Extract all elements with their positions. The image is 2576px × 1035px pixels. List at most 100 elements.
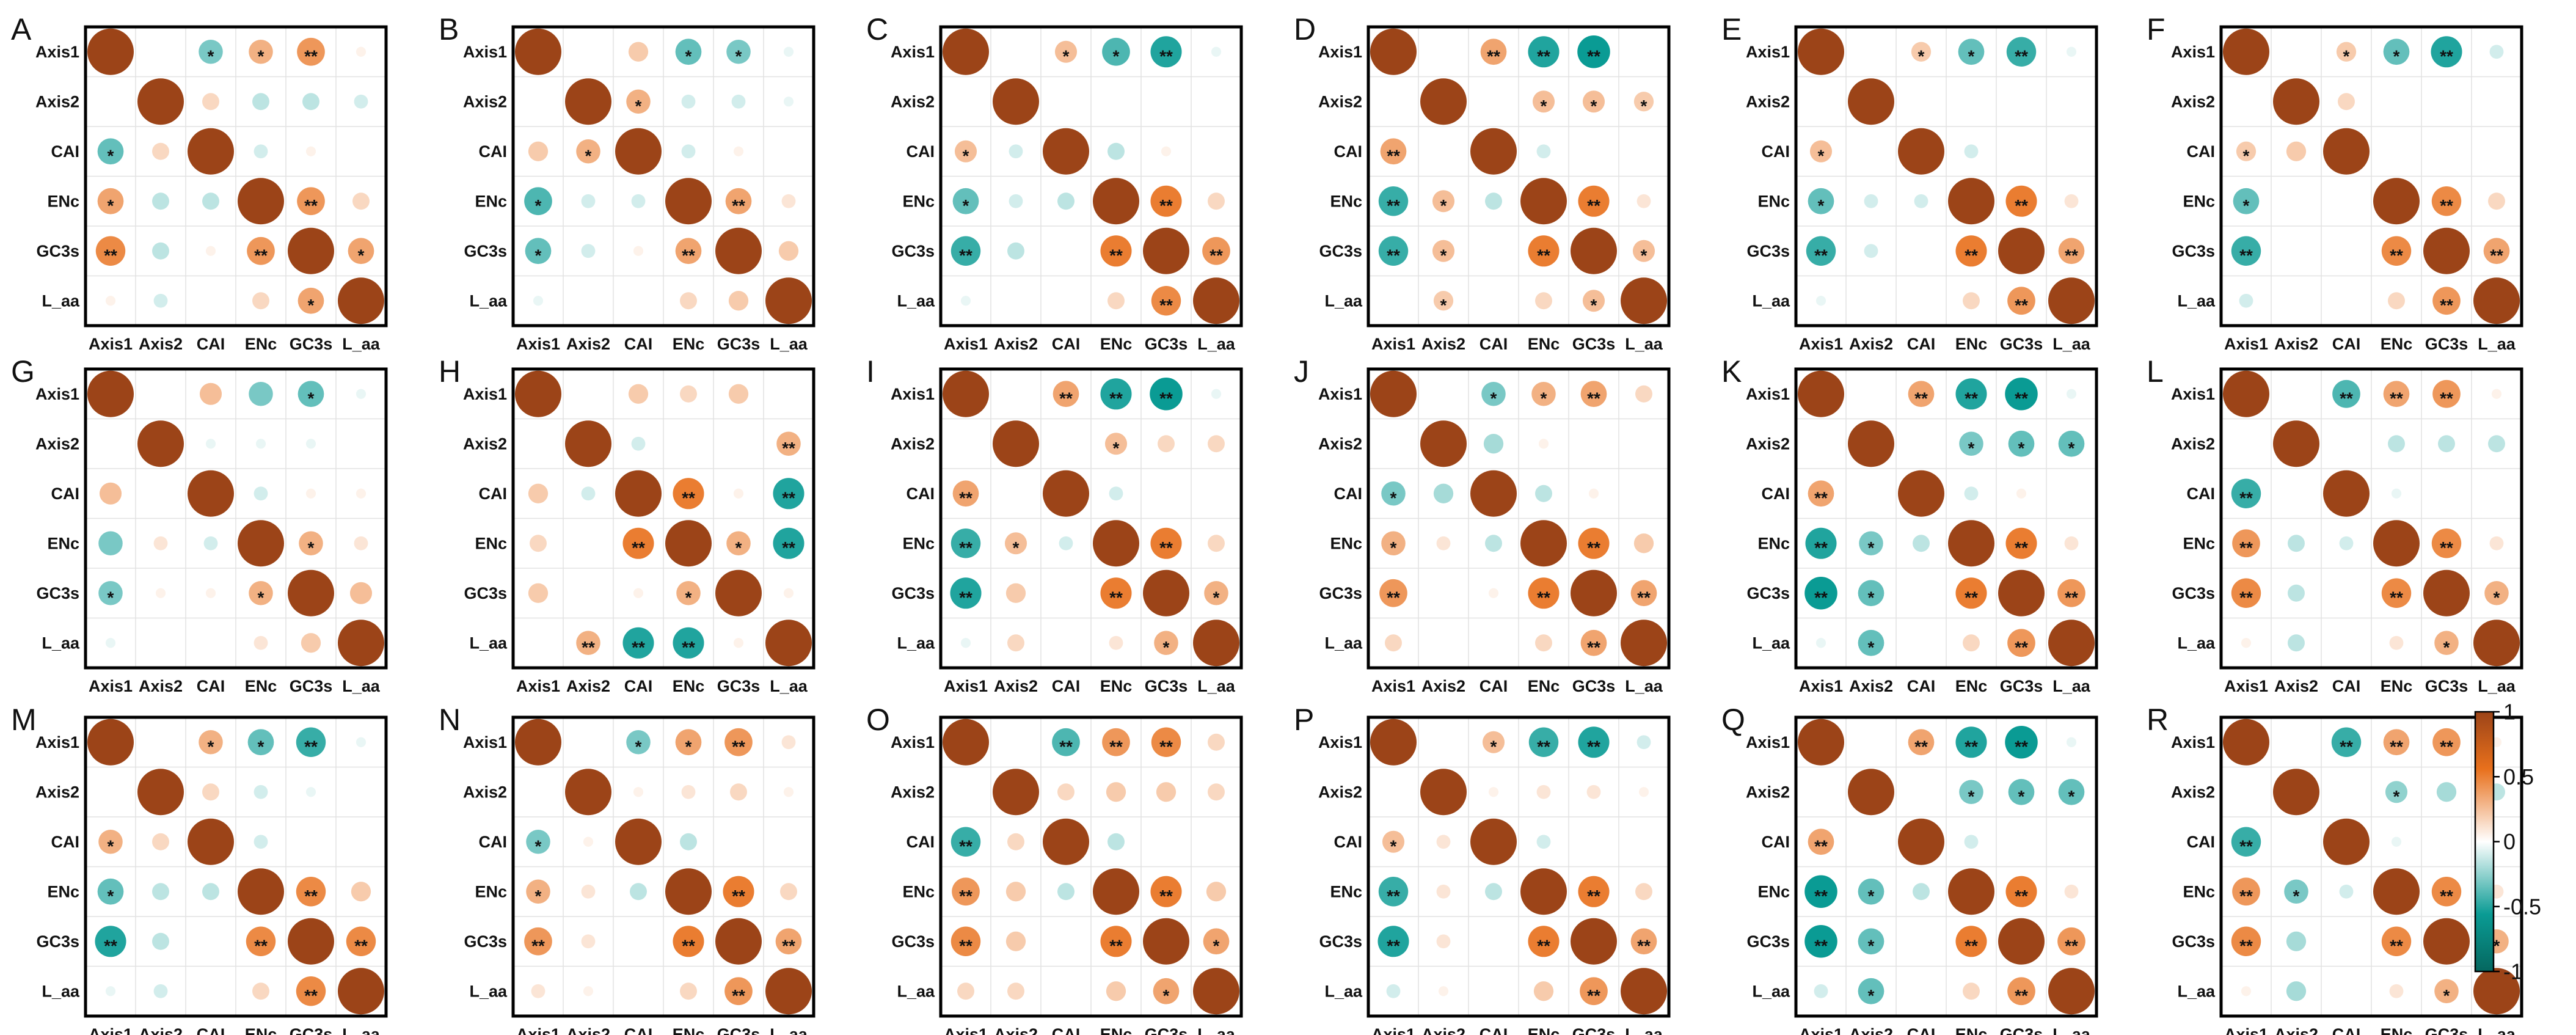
corr-circle [2006, 37, 2037, 67]
row-label: ENc [1757, 192, 1790, 210]
corr-circle [1948, 868, 1994, 915]
corr-circle [1958, 38, 1985, 65]
col-label: GC3s [2425, 677, 2468, 695]
row-label: ENc [475, 192, 507, 210]
row-label: L_aa [469, 982, 508, 1000]
corr-circle [105, 638, 116, 648]
corr-circle [297, 287, 324, 314]
corr-circle [2391, 836, 2402, 847]
significance-mark: * [635, 97, 642, 115]
significance-mark: * [1163, 986, 1170, 1005]
row-label: GC3s [1319, 584, 1362, 602]
col-label: ENc [2381, 335, 2413, 353]
significance-mark: ** [1965, 936, 1978, 955]
row-label: Axis2 [463, 434, 507, 453]
corr-circle [188, 470, 234, 517]
significance-mark: ** [2239, 538, 2253, 557]
significance-mark: ** [2239, 246, 2253, 265]
corr-circle [97, 188, 124, 214]
corr-circle [1586, 784, 1601, 799]
corr-circle [2007, 287, 2035, 315]
corr-circle [786, 391, 792, 397]
panel-f: F* * **** **** ** ****Axis1Axis1Axis2Axis2CAI… [2147, 12, 2523, 353]
corr-circle [97, 138, 124, 165]
corr-circle [1370, 719, 1417, 766]
row-label: L_aa [2177, 982, 2216, 1000]
corr-circle [581, 934, 596, 949]
corr-circle [288, 227, 334, 274]
row-label: ENc [2183, 882, 2215, 901]
corr-circle [2494, 148, 2500, 155]
significance-mark: ** [632, 638, 645, 657]
corr-circle [585, 540, 591, 546]
row-label: GC3s [464, 932, 507, 951]
corr-circle [765, 620, 812, 667]
col-label: GC3s [290, 1025, 333, 1035]
corr-circle [2048, 968, 2095, 1015]
col-label: ENc [1528, 1025, 1560, 1035]
row-label: ENc [902, 882, 935, 901]
row-label: GC3s [891, 242, 935, 260]
corr-circle [1208, 192, 1225, 210]
corr-circle [2231, 827, 2261, 857]
corr-circle [108, 98, 114, 104]
corr-circle [2231, 578, 2261, 608]
corr-circle [297, 37, 325, 66]
corr-circle [1483, 434, 1504, 454]
corr-circle [1063, 441, 1069, 447]
corr-circle [2438, 435, 2455, 453]
corr-circle [1005, 583, 1026, 603]
panel-m: M* * **** **** ** ****Axis1Axis1Axis2Axis2CAI… [11, 703, 388, 1035]
corr-circle [1107, 833, 1125, 850]
corr-circle [1913, 883, 1930, 901]
row-label: L_aa [1324, 982, 1363, 1000]
col-label: L_aa [342, 335, 381, 353]
corr-circle [2343, 640, 2349, 646]
corr-circle [1204, 580, 1228, 605]
corr-circle [2489, 45, 2504, 59]
row-label: CAI [1334, 833, 1363, 851]
corr-circle [1420, 769, 1467, 816]
significance-mark: ** [2440, 389, 2453, 408]
corr-circle [302, 93, 319, 111]
col-label: ENc [1100, 677, 1133, 695]
corr-circle [1520, 178, 1567, 225]
corr-circle [535, 789, 541, 795]
corr-circle [1206, 882, 1227, 902]
row-label: Axis2 [891, 434, 935, 453]
corr-circle [1868, 298, 1874, 304]
col-label: Axis2 [139, 335, 183, 353]
corr-circle [515, 370, 561, 417]
corr-circle [87, 719, 134, 766]
significance-mark: ** [1159, 887, 1173, 905]
col-label: Axis2 [994, 335, 1038, 353]
row-label: CAI [51, 833, 80, 851]
row-label: L_aa [2177, 291, 2216, 310]
significance-mark: * [308, 296, 315, 315]
row-label: CAI [1334, 142, 1363, 161]
corr-circle [2064, 194, 2079, 208]
corr-circle [1914, 194, 1928, 208]
significance-mark: ** [2065, 246, 2078, 265]
corr-circle [715, 918, 762, 965]
significance-mark: ** [254, 936, 268, 955]
corr-circle [2293, 839, 2299, 845]
corr-circle [1100, 378, 1132, 410]
corr-circle [2434, 979, 2459, 1004]
panel-i: I** ** ******* * **** ** **Axis1Axis1Axis2Axis… [866, 354, 1243, 695]
row-label: L_aa [42, 291, 80, 310]
col-label: Axis1 [516, 335, 560, 353]
corr-circle [155, 588, 166, 598]
significance-mark: * [1440, 246, 1447, 265]
significance-mark: * [1541, 389, 1547, 408]
corr-circle [105, 296, 116, 306]
col-label: Axis1 [1799, 677, 1843, 695]
row-label: L_aa [1324, 634, 1363, 652]
corr-circle [1107, 292, 1125, 310]
significance-mark: * [735, 46, 742, 65]
corr-circle [952, 877, 980, 906]
row-label: Axis1 [891, 385, 935, 403]
corr-circle [296, 877, 326, 907]
corr-circle [943, 370, 989, 417]
corr-circle [2332, 379, 2360, 408]
